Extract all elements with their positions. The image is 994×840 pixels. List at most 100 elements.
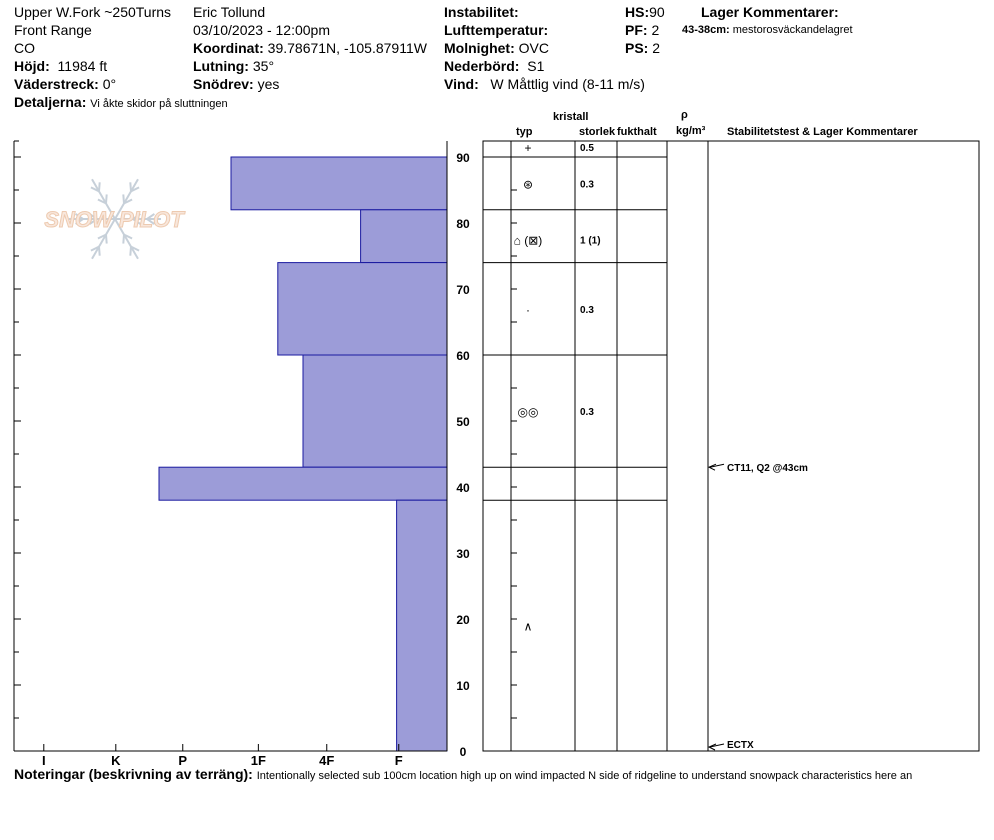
flake-branch [132, 218, 141, 225]
elevation: Höjd: 11984 ft [14, 58, 108, 74]
instability-label: Instabilitet: [444, 4, 519, 20]
crystal-size: 0.3 [580, 407, 594, 418]
moisture-header: fukthalt [617, 126, 657, 138]
layer-comments-label: Lager Kommentarer: [701, 4, 839, 20]
crystal-size: 0.3 [580, 179, 594, 190]
crystal-type-symbol: ⌂ (⊠) [514, 234, 543, 248]
flake-branch [89, 213, 98, 220]
stability-arrow [709, 743, 725, 748]
flake-branch [146, 213, 155, 220]
wind: Vind: W Måttlig vind (8-11 m/s) [444, 76, 645, 92]
stability-header: Stabilitetstest & Lager Kommentarer [727, 126, 918, 138]
crystal-type-symbol: ⊛ [523, 177, 533, 191]
flake-branch [123, 198, 133, 205]
depth-tick-label: 30 [456, 547, 470, 561]
precipitation: Nederbörd: S1 [444, 58, 545, 74]
flake-branch [129, 246, 132, 256]
depth-tick-label: 90 [456, 151, 470, 165]
flake-branch [130, 245, 140, 252]
coordinates: Koordinat: 39.78671N, -105.87911W [193, 40, 427, 56]
flake-branch [146, 218, 155, 225]
layer-comment: 43-38cm: mestorosväckandelagret [682, 24, 853, 36]
watermark-text: SNOW PILOT [44, 207, 185, 232]
hardness-bar [396, 499, 448, 752]
density-unit: kg/m³ [676, 125, 706, 137]
flake-branch [90, 186, 100, 193]
hs: HS:90 [625, 4, 665, 20]
hardness-bar [360, 209, 448, 264]
crystal-size: 0.3 [580, 305, 594, 316]
hardness-tick-label: P [178, 753, 187, 768]
crystal-size: 1 (1) [580, 236, 601, 247]
hardness-tick-label: 4F [319, 753, 334, 768]
flake-branch [123, 233, 133, 240]
stability-arrow [709, 463, 725, 468]
flake-branch [122, 194, 125, 204]
flake-arm [114, 218, 139, 260]
flake-branch [97, 233, 107, 240]
stability-test-label: ECTX [727, 740, 754, 751]
depth-tick-label: 70 [456, 283, 470, 297]
flake-branch [89, 218, 98, 225]
hardness-tick-label: F [395, 753, 403, 768]
flake-arm [114, 178, 139, 220]
air-temp-label: Lufttemperatur: [444, 22, 549, 38]
hardness-tick-label: K [111, 753, 121, 768]
sky-cover: Molnighet: OVC [444, 40, 549, 56]
flake-branch [75, 213, 84, 220]
crystal-header: kristall [553, 111, 589, 123]
flake-branch [105, 194, 108, 204]
aspect: Väderstreck: 0° [14, 76, 117, 92]
datetime: 03/10/2023 - 12:00pm [193, 22, 330, 38]
range-name: Front Range [14, 22, 92, 38]
size-header: storlek [579, 126, 616, 138]
crystal-size: 0.5 [580, 143, 594, 154]
flake-branch [132, 213, 141, 220]
density-rho: ρ [681, 109, 688, 121]
ps: PS: 2 [625, 40, 661, 56]
hardness-bar [277, 262, 448, 356]
depth-tick-label: 40 [456, 481, 470, 495]
flake-branch [75, 218, 84, 225]
hardness-bar [302, 354, 448, 468]
slope-angle: Lutning: 35° [193, 58, 275, 74]
hardness-bar [158, 466, 448, 501]
flake-arm [91, 218, 116, 260]
crystal-type-symbol: ◎◎ [518, 405, 539, 419]
hardness-tick-label: I [42, 753, 46, 768]
stability-test-label: CT11, Q2 @43cm [727, 463, 808, 474]
state-name: CO [14, 40, 35, 56]
stability-arrow-head [707, 463, 717, 471]
flake-branch [105, 234, 108, 244]
table-frame [482, 140, 980, 752]
flake-branch [90, 245, 100, 252]
flake-arm [91, 178, 116, 220]
depth-tick-label: 60 [456, 349, 470, 363]
crystal-type-symbol: · [526, 303, 530, 317]
depth-tick-label: 10 [456, 679, 470, 693]
observer: Eric Tollund [193, 4, 266, 20]
snowpilot-logo: SNOW PILOT [44, 178, 186, 260]
flake-branch [129, 182, 132, 192]
flake-branch [130, 186, 140, 193]
pf: PF: 2 [625, 22, 660, 38]
hardness-bar [230, 156, 448, 211]
flake-branch [98, 182, 101, 192]
stability-arrow-head [707, 743, 717, 751]
notes: Noteringar (beskrivning av terräng): Int… [14, 766, 913, 782]
flake-branch [97, 198, 107, 205]
flake-branch [122, 234, 125, 244]
wind-loading: Snödrev: yes [193, 76, 280, 92]
details: Detaljerna: Vi åkte skidor på sluttninge… [14, 94, 228, 110]
crystal-type-symbol: + [524, 141, 531, 155]
flake-branch [98, 246, 101, 256]
type-header: typ [516, 126, 533, 138]
crystal-type-symbol: ∧ [524, 620, 533, 634]
hardness-tick-label: 1F [251, 753, 266, 768]
depth-tick-label: 20 [456, 613, 470, 627]
depth-tick-label: 50 [456, 415, 470, 429]
depth-tick-label: 80 [456, 217, 470, 231]
depth-tick-label: 0 [460, 745, 467, 759]
location-name: Upper W.Fork ~250Turns [14, 4, 172, 20]
